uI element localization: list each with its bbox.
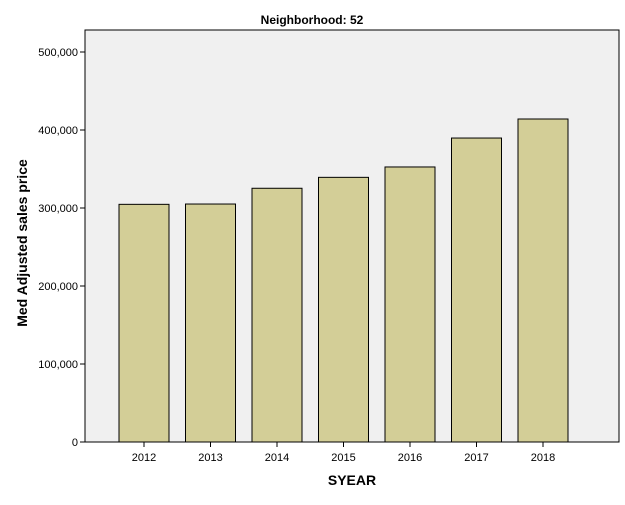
x-tick-label: 2017 — [464, 452, 488, 464]
x-axis-label: SYEAR — [328, 472, 376, 488]
bar-2012 — [118, 203, 170, 443]
y-tick-label: 0 — [72, 437, 78, 449]
bars — [118, 118, 569, 443]
bar-2015 — [318, 176, 369, 443]
y-tick-label: 100,000 — [38, 359, 78, 371]
x-tick-label: 2015 — [331, 452, 355, 464]
x-axis: 2012 2013 2014 2015 2016 2017 2018 — [132, 442, 555, 464]
x-tick-label: 2016 — [398, 452, 422, 464]
y-tick-label: 200,000 — [38, 281, 78, 293]
bar-2018 — [517, 118, 569, 443]
x-tick-label: 2013 — [198, 452, 222, 464]
y-tick-label: 300,000 — [38, 203, 78, 215]
y-axis: 0 100,000 200,000 300,000 400,000 500,000 — [38, 47, 85, 449]
chart-title: Neighborhood: 52 — [261, 13, 364, 27]
bar-2016 — [384, 166, 436, 443]
y-tick-label: 400,000 — [38, 125, 78, 137]
x-tick-label: 2018 — [531, 452, 555, 464]
y-tick-label: 500,000 — [38, 47, 78, 59]
bar-2014 — [251, 187, 303, 443]
bar-2013 — [185, 203, 236, 443]
y-axis-label: Med Adjusted sales price — [14, 159, 30, 327]
bar-2017 — [451, 137, 502, 443]
x-tick-label: 2012 — [132, 452, 156, 464]
x-tick-label: 2014 — [265, 452, 289, 464]
